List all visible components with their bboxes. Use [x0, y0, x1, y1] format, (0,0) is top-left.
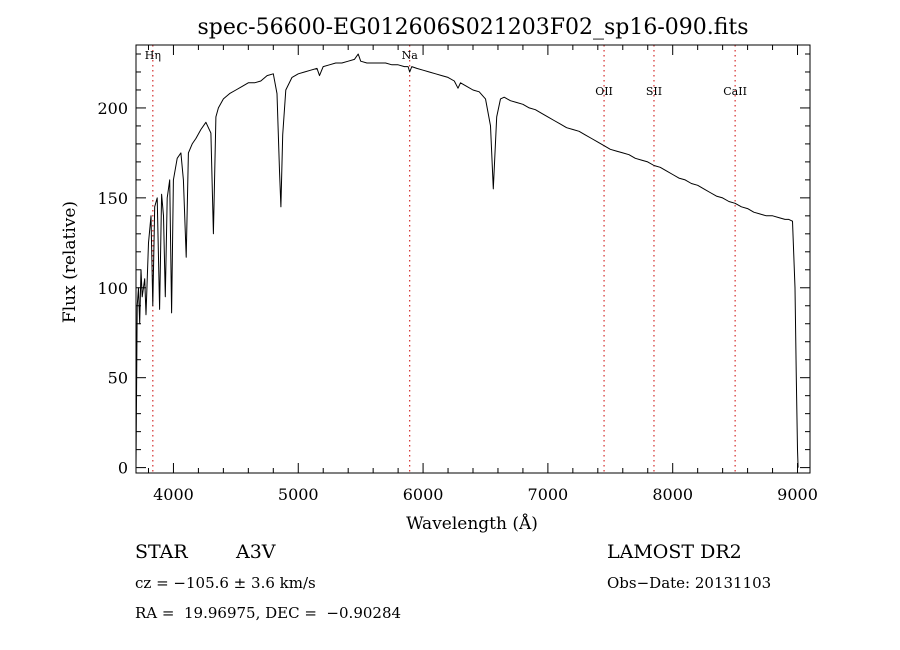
chart-title: spec-56600-EG012606S021203F02_sp16-090.f…: [197, 15, 748, 40]
line-marker-label-4: CaII: [723, 85, 747, 98]
x-tick-label-0: 4000: [153, 485, 194, 504]
spectral-subclass: A3V: [236, 541, 276, 563]
y-tick-label-4: 200: [97, 99, 128, 118]
y-axis-label: Flux (relative): [60, 201, 80, 323]
survey-name: LAMOST DR2: [607, 541, 742, 563]
plot-frame: [135, 44, 811, 474]
line-marker-label-1: Na: [402, 49, 419, 62]
sky-coordinates: RA = 19.96975, DEC = −0.90284: [135, 604, 402, 622]
x-tick-label-3: 7000: [528, 485, 569, 504]
observation-date: Obs−Date: 20131103: [607, 574, 772, 592]
radial-velocity: cz = −105.6 ± 3.6 km/s: [135, 574, 316, 592]
y-tick-label-1: 50: [108, 369, 128, 388]
x-tick-label-2: 6000: [403, 485, 444, 504]
line-marker-label-3: SII: [646, 85, 662, 98]
x-tick-label-1: 5000: [278, 485, 319, 504]
plot-area: Hη Na OII SII CaII 4000 5000 6000 7000 8000 9000 0 5…: [97, 44, 818, 504]
line-marker-label-0: Hη: [145, 49, 161, 62]
object-type: STAR: [135, 541, 188, 563]
y-tick-label-2: 100: [97, 279, 128, 298]
y-tick-label-0: 0: [118, 459, 128, 478]
line-marker-label-2: OII: [595, 85, 613, 98]
x-tick-label-4: 8000: [652, 485, 693, 504]
x-axis-label: Wavelength (Å): [406, 513, 538, 534]
x-tick-label-5: 9000: [777, 485, 818, 504]
y-tick-label-3: 150: [97, 189, 128, 208]
spectrum-line-0: [135, 53, 799, 468]
